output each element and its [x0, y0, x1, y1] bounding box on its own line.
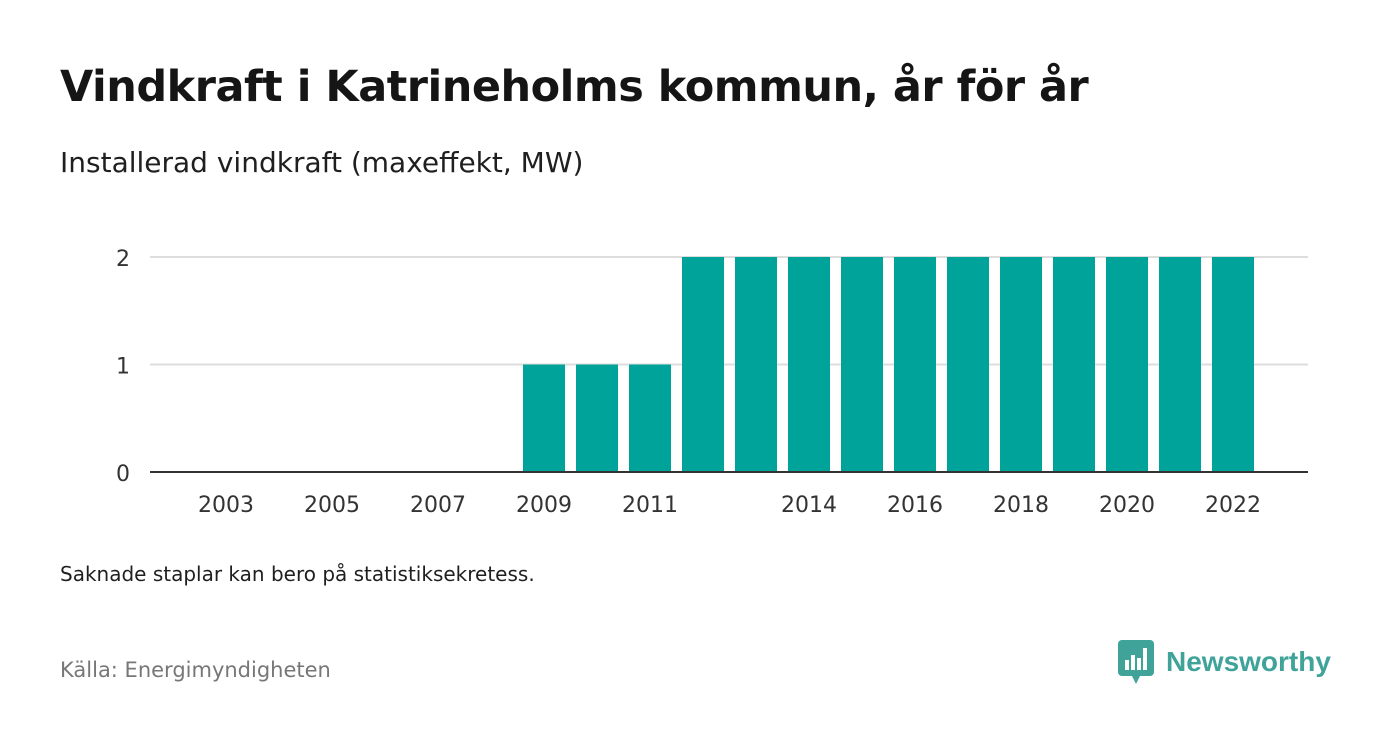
x-tick-label-2022: 2022 — [1205, 493, 1261, 518]
bar-2017 — [947, 257, 989, 472]
y-tick-label: 1 — [116, 355, 130, 380]
chart-title: Vindkraft i Katrineholms kommun, år för … — [60, 62, 1089, 112]
bar-2014 — [788, 257, 830, 472]
x-tick-labels: 2003 2005 2007 2009 2011 2014 2016 2018 2020 2022 — [198, 493, 1261, 518]
x-tick-label-2011: 2011 — [622, 493, 678, 518]
bar-2019 — [1053, 257, 1095, 472]
footnote: Saknade staplar kan bero på statistiksek… — [60, 562, 535, 586]
bar-2016 — [894, 257, 936, 472]
x-tick-label-2007: 2007 — [410, 493, 466, 518]
y-tick-label: 0 — [116, 462, 130, 487]
x-tick-label-2018: 2018 — [993, 493, 1049, 518]
bar-chart: 0 1 2 2003 2005 2007 2009 2011 2014 2016 2018 2020… — [116, 247, 1308, 518]
bar-2018 — [1000, 257, 1042, 472]
bar-2015 — [841, 257, 883, 472]
x-tick-label-2014: 2014 — [781, 493, 837, 518]
bar-2020 — [1106, 257, 1148, 472]
bars — [523, 257, 1254, 472]
newsworthy-logo-text: Newsworthy — [1166, 646, 1331, 677]
newsworthy-logo[interactable]: Newsworthy — [1118, 640, 1331, 684]
source-label: Källa: Energimyndigheten — [60, 658, 331, 682]
bar-2011 — [629, 364, 671, 472]
x-tick-label-2005: 2005 — [304, 493, 360, 518]
bar-2009 — [523, 364, 565, 472]
newsworthy-logo-icon — [1118, 640, 1154, 684]
bar-2022 — [1212, 257, 1254, 472]
bar-2010 — [576, 364, 618, 472]
x-tick-label-2009: 2009 — [516, 493, 572, 518]
x-tick-label-2020: 2020 — [1099, 493, 1155, 518]
bar-2012 — [682, 257, 724, 472]
x-tick-label-2003: 2003 — [198, 493, 254, 518]
x-tick-label-2016: 2016 — [887, 493, 943, 518]
bar-2013 — [735, 257, 777, 472]
chart-subtitle: Installerad vindkraft (maxeffekt, MW) — [60, 146, 584, 179]
y-tick-labels: 0 1 2 — [116, 247, 130, 487]
y-tick-label: 2 — [116, 247, 130, 272]
bar-2021 — [1159, 257, 1201, 472]
